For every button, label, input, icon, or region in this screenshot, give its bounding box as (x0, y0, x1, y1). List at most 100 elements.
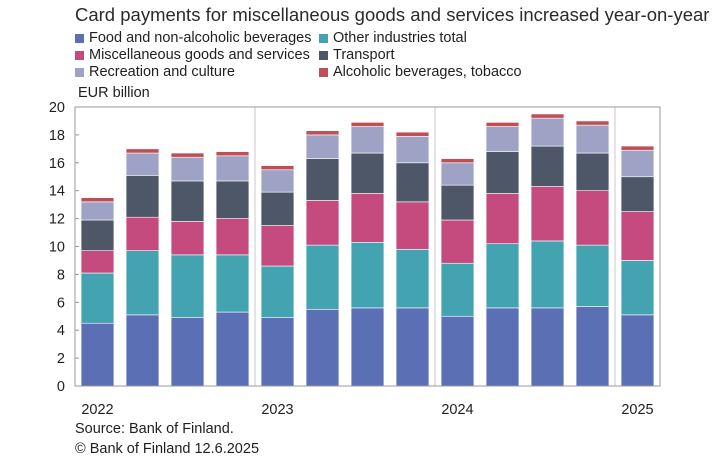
bar-segment-0-12 (620, 314, 655, 387)
legend-label-other-industries: Other industries total (333, 30, 467, 46)
legend-label-alcohol: Alcoholic beverages, tobacco (333, 64, 522, 80)
bar-segment-2-12 (620, 211, 655, 261)
y-tick-label: 8 (57, 267, 65, 283)
bar-segment-2-7 (395, 201, 430, 250)
legend-item-transport: Transport (319, 47, 395, 63)
legend-swatch-transport (319, 50, 328, 60)
y-tick-label: 4 (57, 323, 65, 339)
bar-segment-3-11 (575, 152, 610, 192)
bar-layer (80, 113, 655, 387)
bar-segment-4-9 (485, 126, 520, 152)
bar-segment-1-11 (575, 244, 610, 307)
y-tick-label: 2 (57, 351, 65, 367)
bar-segment-0-8 (440, 315, 475, 387)
bar-segment-0-5 (305, 308, 340, 387)
x-tick-label-year: 2025 (621, 402, 653, 418)
bar-segment-3-3 (215, 180, 250, 219)
bar-segment-5-5 (305, 130, 340, 136)
legend-label-food: Food and non-alcoholic beverages (89, 30, 312, 46)
bar-segment-5-4 (260, 165, 295, 171)
bar-segment-3-6 (350, 152, 385, 194)
bar-segment-2-3 (215, 218, 250, 256)
bar-segment-5-7 (395, 131, 430, 137)
bar-segment-1-12 (620, 260, 655, 316)
bar-segment-2-10 (530, 186, 565, 242)
axes-layer (74, 106, 661, 387)
bar-segment-3-1 (125, 175, 160, 218)
bar-segment-0-7 (395, 307, 430, 387)
bar-segment-5-2 (170, 152, 205, 158)
bar-segment-0-6 (350, 307, 385, 387)
y-tick-label: 18 (49, 128, 65, 144)
bar-segment-5-9 (485, 122, 520, 127)
bar-segment-2-4 (260, 225, 295, 267)
bar-segment-3-0 (80, 219, 115, 251)
bar-segment-3-9 (485, 151, 520, 194)
bar-segment-4-3 (215, 155, 250, 182)
legend-item-other-industries: Other industries total (319, 30, 467, 46)
bar-segment-2-6 (350, 193, 385, 243)
legend-swatch-miscellaneous (75, 50, 84, 60)
y-tick-label: 16 (49, 156, 65, 172)
bar-segment-1-4 (260, 265, 295, 318)
bar-segment-5-6 (350, 122, 385, 127)
source-note: Source: Bank of Finland. (75, 421, 234, 437)
bar-segment-5-0 (80, 197, 115, 203)
bar-segment-3-12 (620, 176, 655, 212)
bar-segment-4-12 (620, 149, 655, 178)
bar-segment-4-4 (260, 169, 295, 193)
bar-segment-5-1 (125, 148, 160, 154)
bar-segment-1-10 (530, 240, 565, 309)
bar-segment-4-8 (440, 162, 475, 186)
bar-segment-4-10 (530, 117, 565, 147)
copyright-note: © Bank of Finland 12.6.2025 (75, 441, 260, 457)
bar-segment-1-6 (350, 242, 385, 309)
y-tick-label: 10 (49, 240, 65, 256)
bar-segment-0-10 (530, 307, 565, 387)
x-tick-label-year: 2022 (81, 402, 113, 418)
bar-segment-3-4 (260, 191, 295, 226)
legend-swatch-recreation (75, 67, 84, 77)
bar-segment-1-8 (440, 262, 475, 317)
bar-segment-1-2 (170, 254, 205, 318)
bar-segment-4-0 (80, 201, 115, 221)
bar-segment-5-10 (530, 113, 565, 119)
bar-segment-2-8 (440, 219, 475, 264)
bar-segment-2-11 (575, 190, 610, 246)
tick-layer: 0 2 4 6 8 10 12 14 16 18 20 2022 2023 2024 2025 (49, 100, 654, 418)
bar-segment-2-0 (80, 250, 115, 274)
bar-segment-1-1 (125, 250, 160, 316)
bar-segment-4-11 (575, 124, 610, 154)
bar-segment-0-9 (485, 307, 520, 387)
bar-segment-4-7 (395, 135, 430, 164)
bar-segment-1-7 (395, 248, 430, 309)
bar-segment-4-5 (305, 134, 340, 159)
bar-segment-4-6 (350, 126, 385, 154)
y-tick-label: 0 (57, 379, 65, 395)
bar-segment-3-5 (305, 158, 340, 201)
legend-item-recreation: Recreation and culture (75, 64, 235, 80)
x-tick-label-year: 2024 (441, 402, 473, 418)
y-tick-label: 6 (57, 295, 65, 311)
bar-segment-0-3 (215, 311, 250, 387)
bar-segment-2-1 (125, 216, 160, 251)
bar-segment-3-7 (395, 162, 430, 203)
bar-segment-0-2 (170, 317, 205, 387)
bar-segment-4-1 (125, 152, 160, 176)
legend-label-recreation: Recreation and culture (89, 64, 235, 80)
bar-segment-4-2 (170, 156, 205, 182)
bar-segment-5-11 (575, 120, 610, 126)
bar-segment-5-12 (620, 145, 655, 151)
legend-item-food: Food and non-alcoholic beverages (75, 30, 311, 46)
legend-swatch-other-industries (319, 33, 328, 43)
y-tick-label: 20 (49, 100, 65, 116)
legend-item-miscellaneous: Miscellaneous goods and services (75, 47, 310, 63)
y-tick-label: 14 (49, 184, 65, 200)
chart-title: Card payments for miscellaneous goods an… (75, 4, 710, 25)
legend-item-alcohol: Alcoholic beverages, tobacco (319, 64, 522, 80)
bar-segment-3-10 (530, 145, 565, 187)
legend-label-miscellaneous: Miscellaneous goods and services (89, 47, 310, 63)
bar-segment-5-3 (215, 151, 250, 157)
bar-segment-2-9 (485, 193, 520, 245)
